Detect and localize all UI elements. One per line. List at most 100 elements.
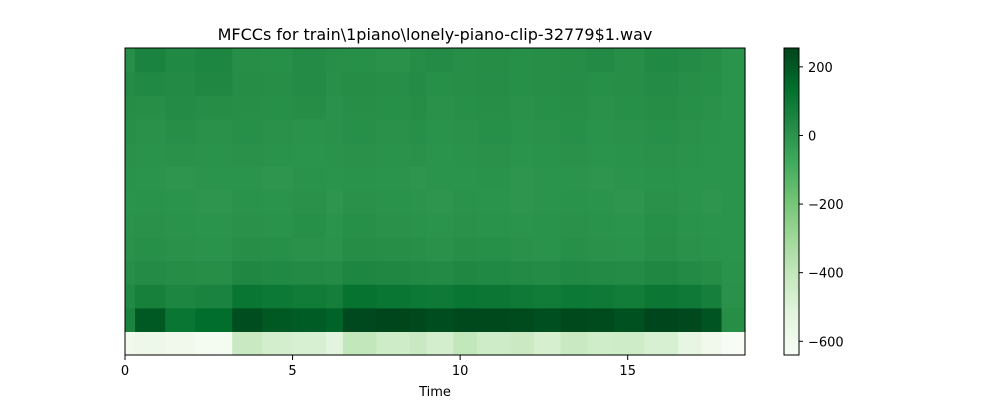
- heatmap-cell: [476, 260, 511, 285]
- heatmap-cell: [677, 142, 703, 167]
- heatmap-cell: [453, 236, 478, 262]
- heatmap-cell: [560, 118, 589, 144]
- heatmap-cell: [560, 284, 589, 309]
- heatmap-cell: [409, 118, 428, 144]
- heatmap-cell: [125, 260, 136, 285]
- heatmap-cell: [614, 71, 646, 96]
- heatmap-cell: [232, 71, 263, 96]
- heatmap-cell: [262, 118, 294, 144]
- heatmap-cell: [292, 142, 327, 167]
- heatmap-cell: [476, 142, 511, 167]
- heatmap-cell: [533, 71, 562, 96]
- heatmap-cell: [476, 118, 511, 144]
- heatmap-cell: [125, 166, 136, 191]
- heatmap-cell: [426, 213, 455, 238]
- heatmap-cell: [376, 189, 411, 214]
- heatmap-cell: [510, 71, 535, 96]
- heatmap-cell: [453, 166, 478, 191]
- heatmap-cell: [701, 166, 723, 191]
- heatmap-cell: [342, 260, 377, 285]
- heatmap-cell: [125, 71, 136, 96]
- x-tick-label: 0: [121, 364, 129, 379]
- heatmap-cell: [125, 284, 136, 309]
- heatmap-cell: [587, 71, 615, 96]
- heatmap-cell: [262, 71, 294, 96]
- heatmap-cell: [644, 48, 679, 73]
- heatmap-cell: [232, 142, 263, 167]
- heatmap-cell: [262, 284, 294, 309]
- heatmap-cell: [125, 142, 136, 167]
- heatmap-cell: [165, 236, 196, 262]
- heatmap-cell: [342, 48, 377, 73]
- colorbar-tick-label: −400: [808, 267, 844, 282]
- heatmap-cell: [644, 95, 679, 120]
- heatmap-cell: [135, 95, 166, 120]
- heatmap-cell: [165, 166, 196, 191]
- heatmap-cell: [453, 95, 478, 120]
- heatmap-cell: [376, 142, 411, 167]
- heatmap-cell: [376, 166, 411, 191]
- heatmap-cell: [476, 71, 511, 96]
- heatmap-cell: [125, 307, 136, 332]
- heatmap-cell: [587, 284, 615, 309]
- colorbar-tick-label: −200: [808, 198, 844, 213]
- heatmap-cell: [125, 189, 136, 214]
- heatmap-cell: [510, 213, 535, 238]
- heatmap-cell: [342, 307, 377, 332]
- heatmap-cell: [342, 142, 377, 167]
- heatmap-cell: [165, 71, 196, 96]
- heatmap-cell: [165, 189, 196, 214]
- heatmap-cell: [262, 48, 294, 73]
- heatmap-cell: [721, 284, 746, 309]
- heatmap-cell: [232, 236, 263, 262]
- heatmap-cell: [409, 48, 428, 73]
- heatmap-cell: [510, 307, 535, 332]
- heatmap-cell: [701, 331, 723, 356]
- heatmap-cell: [292, 71, 327, 96]
- heatmap-cell: [165, 95, 196, 120]
- heatmap-cell: [476, 166, 511, 191]
- heatmap-cell: [677, 48, 703, 73]
- heatmap-cell: [701, 95, 723, 120]
- heatmap-cell: [476, 284, 511, 309]
- heatmap-cell: [125, 95, 136, 120]
- heatmap-cell: [326, 95, 344, 120]
- heatmap-cell: [409, 166, 428, 191]
- heatmap-cell: [262, 331, 294, 356]
- heatmap-cell: [195, 307, 233, 332]
- heatmap-cell: [376, 95, 411, 120]
- heatmap-cell: [135, 284, 166, 309]
- heatmap-cell: [195, 236, 233, 262]
- heatmap-cell: [125, 48, 136, 73]
- heatmap-cell: [453, 260, 478, 285]
- heatmap-cell: [677, 284, 703, 309]
- heatmap-cell: [262, 260, 294, 285]
- heatmap-cell: [195, 95, 233, 120]
- heatmap-cell: [165, 260, 196, 285]
- heatmap-cell: [409, 307, 428, 332]
- heatmap-cell: [587, 95, 615, 120]
- heatmap-cell: [376, 48, 411, 73]
- heatmap-cell: [701, 284, 723, 309]
- heatmap-cell: [587, 213, 615, 238]
- heatmap-cell: [426, 71, 455, 96]
- heatmap-cell: [510, 48, 535, 73]
- heatmap-cell: [409, 71, 428, 96]
- heatmap-cell: [292, 331, 327, 356]
- heatmap-cell: [701, 213, 723, 238]
- heatmap-cell: [326, 284, 344, 309]
- heatmap-cell: [195, 48, 233, 73]
- heatmap-cell: [326, 118, 344, 144]
- heatmap-cell: [510, 142, 535, 167]
- heatmap-cell: [510, 331, 535, 356]
- heatmap-cell: [453, 307, 478, 332]
- heatmap-cell: [587, 118, 615, 144]
- heatmap-cell: [409, 213, 428, 238]
- heatmap-cell: [644, 307, 679, 332]
- heatmap-cell: [165, 213, 196, 238]
- heatmap-cell: [135, 189, 166, 214]
- heatmap-cell: [721, 166, 746, 191]
- heatmap-cell: [701, 260, 723, 285]
- heatmap-cell: [533, 307, 562, 332]
- heatmap-cell: [409, 236, 428, 262]
